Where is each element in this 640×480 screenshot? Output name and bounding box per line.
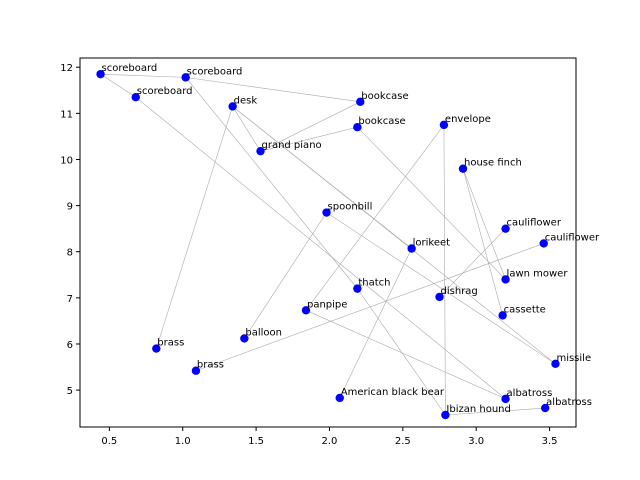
data-point (152, 344, 161, 353)
point-label: bookcase (358, 116, 405, 127)
edge-line (232, 106, 412, 249)
edge-line (339, 248, 412, 399)
edge-line (185, 77, 358, 289)
point-label: lorikeet (413, 237, 451, 248)
point-label: scoreboard (187, 66, 243, 77)
y-tick-label: 6 (67, 340, 73, 351)
data-point (181, 73, 190, 82)
plot-area-frame (79, 57, 577, 428)
point-label: cassette (504, 304, 546, 315)
data-point (228, 102, 237, 111)
y-axis: 5 6 7 8 9 10 11 12 (60, 63, 80, 397)
point-label: panpipe (307, 299, 347, 310)
x-tick-label: 1.5 (248, 436, 264, 447)
data-point (458, 164, 468, 173)
data-point (322, 208, 331, 217)
edge-line (260, 101, 361, 152)
edge-line (357, 288, 446, 416)
edge-line (445, 407, 546, 416)
data-point (335, 393, 344, 403)
edge-line (244, 212, 327, 339)
point-label: scoreboard (137, 86, 193, 97)
point-label: house finch (464, 158, 522, 169)
x-tick-label: 2.0 (322, 436, 338, 447)
data-point (435, 292, 444, 302)
edge-line (232, 106, 261, 152)
data-point (439, 120, 449, 130)
edge-line (185, 77, 361, 103)
data-point (240, 334, 249, 343)
point-label: thatch (358, 278, 390, 289)
edge-line (100, 73, 186, 78)
point-label: balloon (245, 327, 282, 338)
data-point (501, 224, 510, 233)
x-tick-label: 0.5 (101, 436, 117, 447)
data-point (539, 239, 548, 248)
edges-layer (100, 73, 556, 416)
point-label: spoonbill (328, 202, 373, 213)
point-label: albatross (546, 397, 592, 408)
edge-line (462, 168, 506, 280)
y-tick-label: 9 (67, 202, 73, 213)
data-point (356, 97, 365, 107)
point-label: envelope (445, 114, 491, 125)
point-label: lawn mower (507, 268, 569, 279)
edge-line (357, 126, 506, 280)
y-tick-label: 11 (60, 109, 73, 120)
x-tick-label: 2.5 (395, 436, 411, 447)
data-point (256, 146, 265, 156)
edge-line (326, 212, 556, 365)
edge-line (156, 106, 233, 349)
edge-line (439, 228, 506, 298)
edge-line (462, 168, 503, 316)
point-label: scoreboard (102, 63, 158, 74)
y-tick-label: 12 (60, 63, 73, 74)
point-label: bookcase (361, 91, 408, 102)
point-label: missile (556, 353, 591, 364)
data-point (551, 359, 560, 369)
edge-line (135, 96, 506, 400)
data-point (96, 69, 105, 79)
data-point (501, 275, 510, 284)
edge-line (195, 243, 544, 372)
y-tick-label: 5 (67, 386, 73, 397)
y-tick-label: 7 (67, 294, 73, 305)
x-tick-label: 1.0 (175, 436, 191, 447)
edge-line (260, 126, 358, 152)
point-label: brass (197, 360, 224, 371)
point-label: Ibizan hound (446, 404, 510, 415)
data-point (407, 244, 416, 253)
points-layer (96, 69, 560, 420)
edge-line (100, 73, 136, 98)
point-label: cauliflower (545, 232, 600, 243)
data-point (498, 311, 507, 320)
point-label: grand piano (261, 140, 321, 151)
data-point (501, 394, 510, 404)
point-label: cauliflower (507, 218, 562, 229)
point-label: American black bear (341, 387, 445, 398)
data-point (301, 306, 311, 315)
edge-line (443, 124, 446, 416)
point-label: desk (234, 95, 258, 106)
point-label: brass (157, 338, 184, 349)
data-point (353, 284, 362, 293)
data-point (191, 366, 201, 375)
x-tick-label: 3.0 (468, 436, 484, 447)
data-point (353, 122, 362, 132)
x-tick-label: 3.5 (542, 436, 558, 447)
data-point (131, 93, 140, 102)
point-labels-layer: scoreboard scoreboard scoreboard desk bookca… (102, 63, 600, 415)
x-axis: 0.5 1.0 1.5 2.0 2.5 3.0 3.5 (101, 427, 558, 447)
edge-line (305, 310, 506, 400)
data-point (540, 403, 550, 413)
point-label: dishrag (441, 286, 478, 297)
y-tick-label: 8 (67, 248, 73, 259)
y-tick-label: 10 (60, 155, 73, 166)
data-point (441, 410, 450, 420)
edge-line (305, 124, 445, 311)
point-label: albatross (507, 388, 553, 399)
